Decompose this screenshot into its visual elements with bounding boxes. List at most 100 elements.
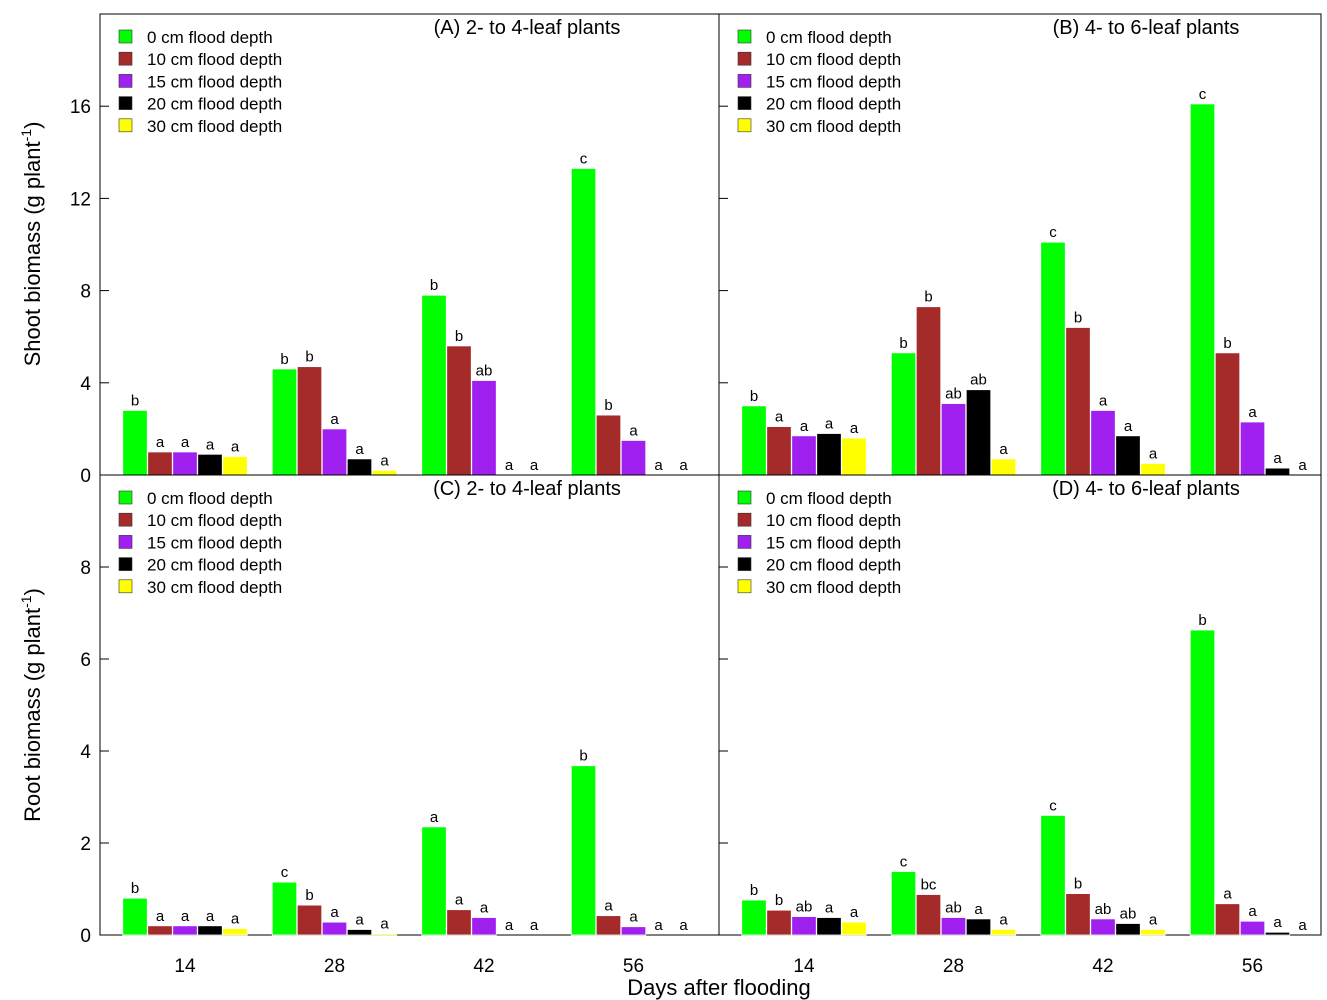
panel-d-sig-label-56-10-cm-flood-depth: a (1223, 886, 1232, 903)
panel-c-sig-label-28-0-cm-flood-depth: c (281, 864, 289, 881)
panel-a-bar-14-0-cm-flood-depth (122, 410, 148, 476)
panel-a-bar-42-15-cm-flood-depth (471, 380, 497, 476)
panel-a-legend-swatch-20-cm-flood-depth (118, 96, 133, 110)
panel-b-bar-28-30-cm-flood-depth (990, 458, 1017, 476)
panel-b-legend-swatch-30-cm-flood-depth (737, 118, 752, 133)
panel-b-bar-42-15-cm-flood-depth (1090, 410, 1116, 476)
panel-b-bar-42-0-cm-flood-depth (1040, 241, 1066, 476)
panel-d-bar-56-15-cm-flood-depth (1239, 920, 1266, 936)
panel-a-sig-label-14-30-cm-flood-depth: a (231, 439, 240, 456)
panel-b-sig-label-14-15-cm-flood-depth: a (800, 418, 809, 435)
panel-c-x-tick-label-14: 14 (174, 956, 196, 977)
panel-a-ytick-label-16: 16 (70, 97, 91, 118)
panel-d-sig-label-56-30-cm-flood-depth: a (1298, 917, 1307, 934)
panel-b-bar-28-15-cm-flood-depth (940, 403, 967, 476)
panel-d-sig-label-28-30-cm-flood-depth: a (999, 911, 1008, 928)
panel-d-x-tick-label-28: 28 (943, 956, 964, 977)
panel-c-bar-28-10-cm-flood-depth (296, 904, 323, 936)
panel-d-sig-label-14-30-cm-flood-depth: a (850, 904, 859, 921)
panel-c-bar-28-0-cm-flood-depth (271, 881, 298, 936)
panel-a-sig-label-42-20-cm-flood-depth: a (505, 457, 514, 474)
panel-d-bar-28-30-cm-flood-depth (990, 929, 1017, 936)
panel-d-bar-56-20-cm-flood-depth (1264, 931, 1291, 936)
panel-c-bar-28-30-cm-flood-depth (371, 933, 398, 936)
panel-c-bar-28-15-cm-flood-depth (321, 921, 348, 936)
panel-b-bar-28-10-cm-flood-depth (915, 306, 942, 476)
panel-b-legend-label-0-cm-flood-depth: 0 cm flood depth (766, 28, 892, 47)
panel-c-legend-label-30-cm-flood-depth: 30 cm flood depth (147, 578, 282, 597)
panel-d-frame (718, 474, 1322, 936)
panel-a-sig-label-56-10-cm-flood-depth: b (604, 397, 612, 414)
panel-d-bar-42-15-cm-flood-depth (1090, 918, 1116, 936)
panel-d-sig-label-14-20-cm-flood-depth: a (825, 900, 834, 917)
panel-a-bar-28-30-cm-flood-depth (371, 469, 398, 476)
panel-c-sig-label-42-15-cm-flood-depth: a (480, 900, 489, 917)
panel-a-sig-label-28-30-cm-flood-depth: a (380, 452, 389, 469)
panel-a-ytick-label-12: 12 (70, 189, 91, 210)
panel-c-bar-42-15-cm-flood-depth (471, 917, 497, 936)
panel-a-sig-label-14-0-cm-flood-depth: b (131, 392, 139, 409)
panel-a-sig-label-42-30-cm-flood-depth: a (530, 457, 539, 474)
panel-a-bar-56-15-cm-flood-depth (620, 440, 647, 476)
panel-c-bar-28-20-cm-flood-depth (346, 929, 373, 936)
panel-b-sig-label-56-15-cm-flood-depth: a (1248, 404, 1257, 421)
panel-c-ytick-label-6: 6 (80, 650, 91, 671)
y-axis-label-shoot-text: Shoot biomass (g plant (20, 141, 45, 366)
panel-a-legend-swatch-0-cm-flood-depth (118, 29, 133, 44)
panel-c-sig-label-56-20-cm-flood-depth: a (654, 917, 663, 934)
panel-c-ytick-label-2: 2 (80, 834, 91, 855)
panel-a-ytick-label-4: 4 (80, 374, 91, 395)
panel-d-x-tick-label-14: 14 (793, 956, 815, 977)
panel-c-bar-42-10-cm-flood-depth (446, 909, 472, 936)
panel-b-bar-56-0-cm-flood-depth (1189, 103, 1216, 476)
panel-c-legend-label-10-cm-flood-depth: 10 cm flood depth (147, 511, 282, 530)
panel-c-legend-swatch-30-cm-flood-depth (118, 579, 133, 594)
panel-d-bar-28-0-cm-flood-depth (890, 871, 917, 936)
panel-d-sig-label-14-15-cm-flood-depth: ab (796, 899, 813, 916)
panel-a-sig-label-42-0-cm-flood-depth: b (430, 277, 438, 294)
panel-c-sig-label-14-15-cm-flood-depth: a (181, 908, 190, 925)
panel-d-sig-label-28-0-cm-flood-depth: c (900, 854, 908, 871)
panel-b-sig-label-14-10-cm-flood-depth: a (775, 409, 784, 426)
panel-a-legend-swatch-30-cm-flood-depth (118, 118, 133, 133)
panel-c-bar-56-0-cm-flood-depth (570, 765, 597, 936)
panel-a-legend-label-30-cm-flood-depth: 30 cm flood depth (147, 117, 282, 136)
panel-b-legend-label-30-cm-flood-depth: 30 cm flood depth (766, 117, 901, 136)
panel-d-legend-label-15-cm-flood-depth: 15 cm flood depth (766, 533, 901, 552)
panel-d-legend-swatch-20-cm-flood-depth (737, 557, 752, 571)
y-axis-label-root-sup: -1 (18, 595, 34, 608)
panel-d-bar-14-10-cm-flood-depth (766, 909, 792, 936)
y-axis-label-root-close: ) (20, 588, 45, 595)
panel-c-bar-56-10-cm-flood-depth (595, 915, 622, 936)
panel-b-bar-42-10-cm-flood-depth (1065, 327, 1091, 476)
panel-a-legend-swatch-15-cm-flood-depth (118, 74, 133, 88)
panel-d-sig-label-42-15-cm-flood-depth: ab (1095, 901, 1112, 918)
panel-d-bar-42-10-cm-flood-depth (1065, 893, 1091, 936)
panel-a-sig-label-14-10-cm-flood-depth: a (156, 434, 165, 451)
panel-d-sig-label-42-10-cm-flood-depth: b (1074, 876, 1082, 893)
panel-b-bar-42-30-cm-flood-depth (1140, 463, 1166, 476)
panel-b-sig-label-14-0-cm-flood-depth: b (750, 388, 758, 405)
panel-c-sig-label-56-15-cm-flood-depth: a (629, 909, 638, 926)
panel-b-sig-label-42-20-cm-flood-depth: a (1124, 418, 1133, 435)
panel-d-legend-label-0-cm-flood-depth: 0 cm flood depth (766, 489, 892, 508)
panel-a-legend-label-0-cm-flood-depth: 0 cm flood depth (147, 28, 273, 47)
panel-a-sig-label-14-15-cm-flood-depth: a (181, 434, 190, 451)
panel-c-title: (C) 2- to 4-leaf plants (433, 478, 621, 500)
panel-d-sig-label-14-0-cm-flood-depth: b (750, 882, 758, 899)
panel-b-sig-label-42-30-cm-flood-depth: a (1149, 445, 1158, 462)
panel-d-bar-42-20-cm-flood-depth (1115, 923, 1141, 936)
x-axis-label: Days after flooding (627, 975, 810, 1000)
panel-a-legend-label-15-cm-flood-depth: 15 cm flood depth (147, 72, 282, 91)
panel-c-legend-swatch-10-cm-flood-depth (118, 512, 133, 527)
panel-b-legend-swatch-0-cm-flood-depth (737, 29, 752, 44)
panel-d-bar-56-10-cm-flood-depth (1214, 903, 1241, 936)
panel-d-sig-label-56-0-cm-flood-depth: b (1198, 612, 1206, 629)
panel-b-sig-label-42-15-cm-flood-depth: a (1099, 392, 1108, 409)
panel-c-legend-label-15-cm-flood-depth: 15 cm flood depth (147, 533, 282, 552)
panel-a-bar-28-20-cm-flood-depth (346, 458, 373, 476)
panel-a-bar-42-0-cm-flood-depth (421, 294, 447, 476)
panel-b-bar-56-20-cm-flood-depth (1264, 467, 1291, 476)
